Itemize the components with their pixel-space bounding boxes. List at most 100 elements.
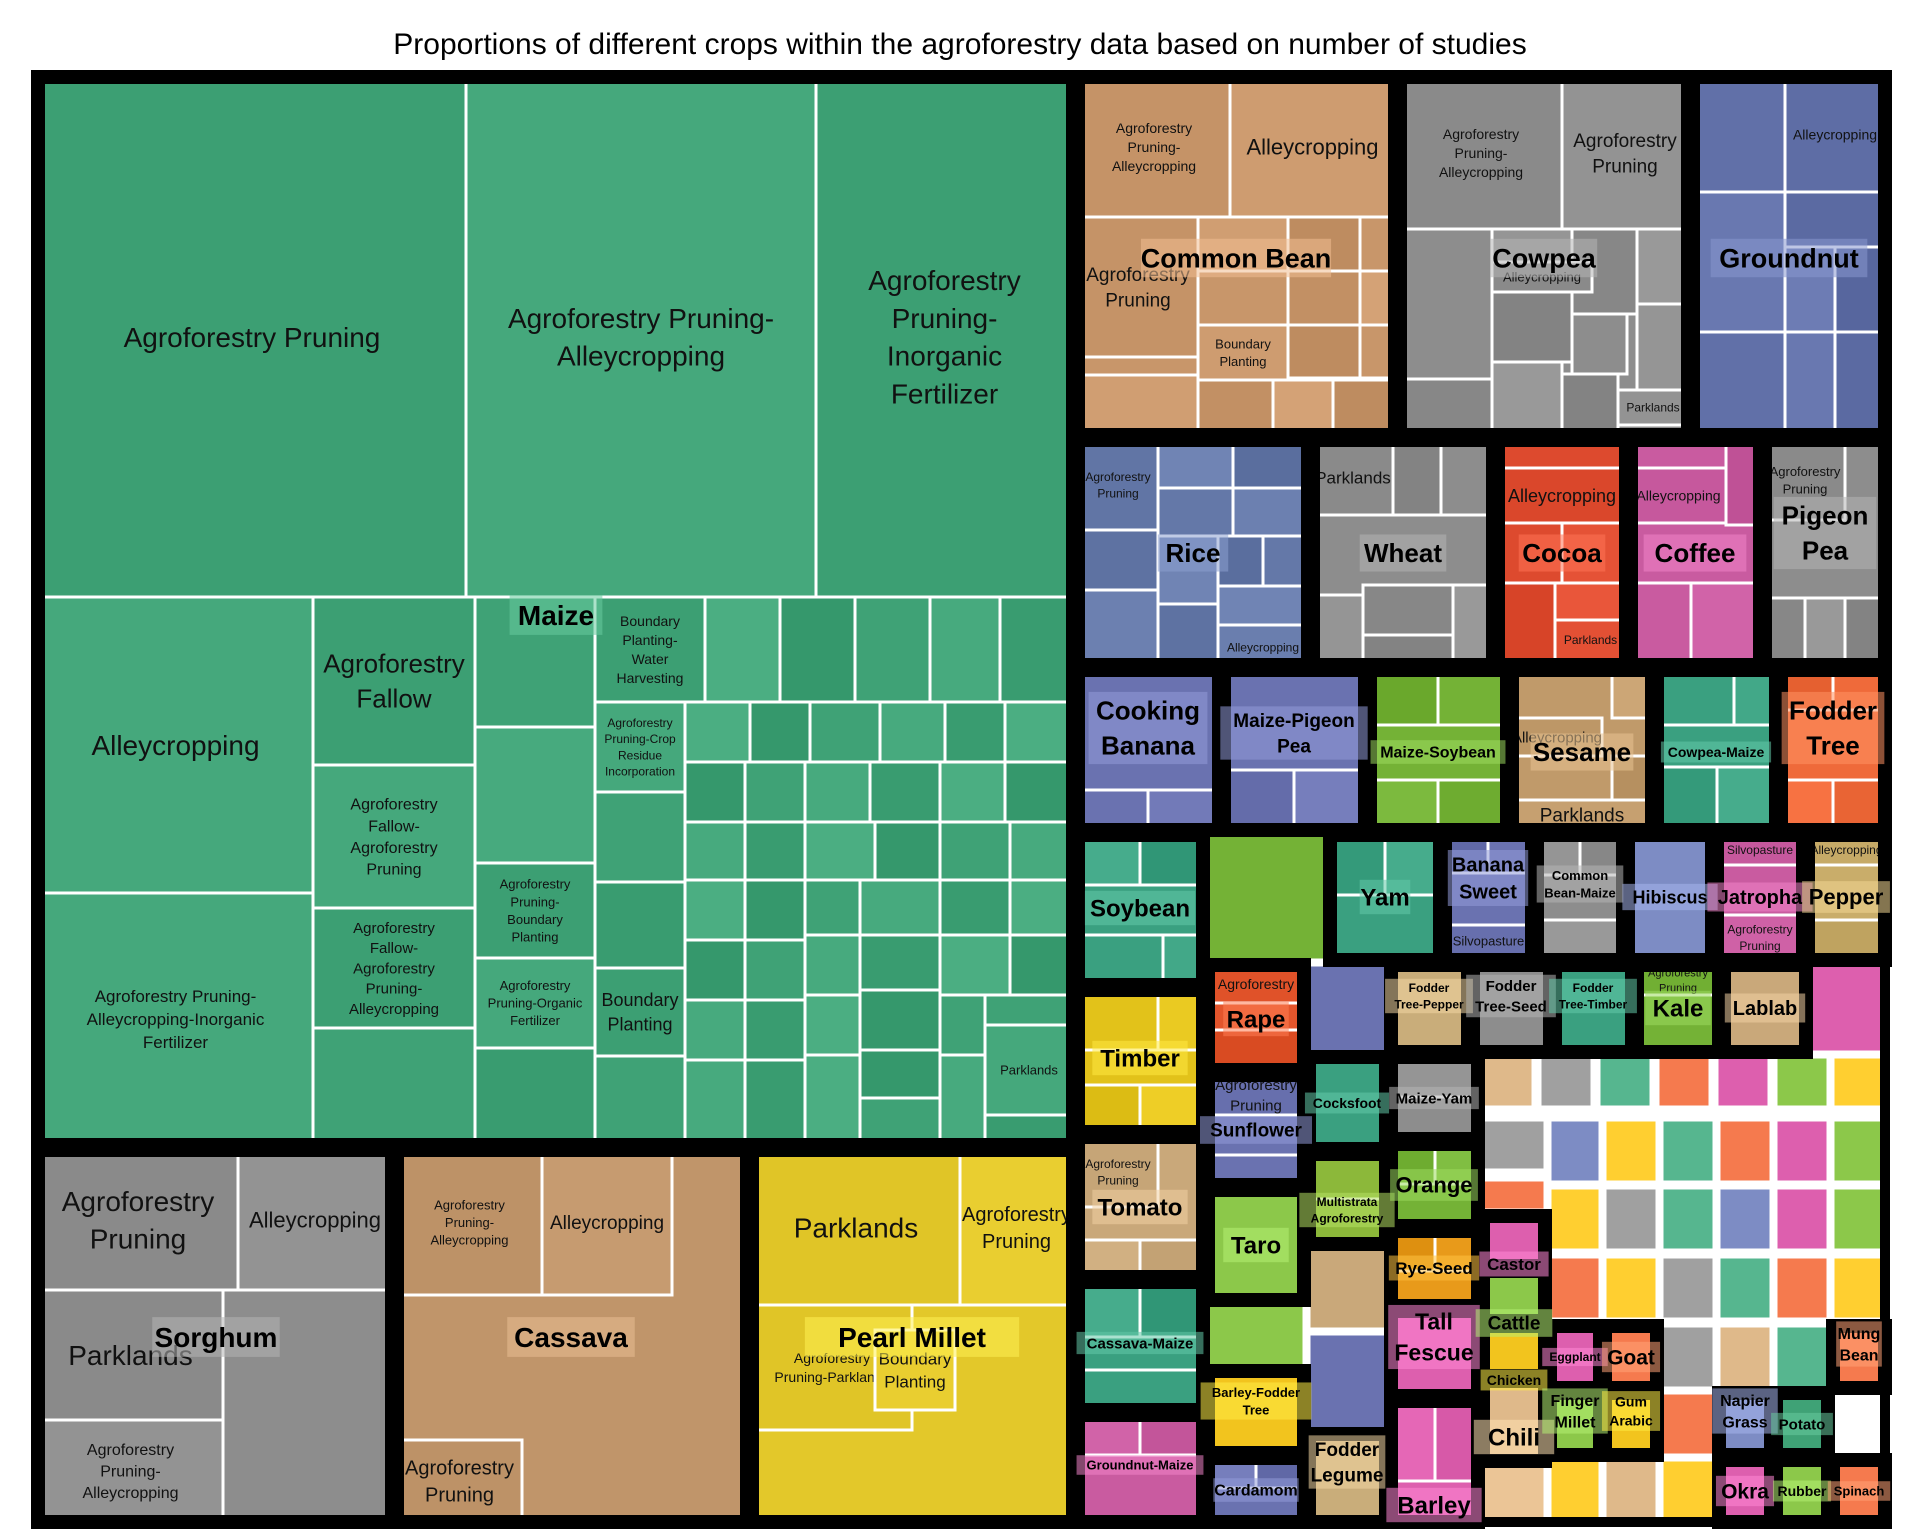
cell-maize-boundary-planting (593, 966, 687, 1058)
crop-label-castor: Castor (1487, 1255, 1541, 1274)
crop-tile (1715, 1055, 1771, 1109)
crop-label-bg (1389, 1086, 1479, 1110)
crop-tile (1603, 1186, 1659, 1252)
sub-label: Agroforestry Pruning-Crop Residue Incorpora… (604, 716, 676, 779)
crop-label-taro: Taro (1231, 1232, 1281, 1259)
cell-maize (873, 820, 942, 882)
cell-maize (938, 1053, 987, 1147)
crop-label-bg (1359, 534, 1447, 572)
crop-label-gum-arabic: Gum Arabic (1609, 1393, 1653, 1428)
crop-label-tall-fescue: Tall Fescue (1394, 1309, 1473, 1366)
crop-label-bg (1601, 1341, 1661, 1373)
crop-label-pearl-millet: Pearl Millet (838, 1322, 986, 1353)
cell-sorghum-agroforestry-pruning (36, 1148, 240, 1292)
crop-label-bg (1076, 1455, 1204, 1475)
crop-label-multistrata-agroforestry: Multistrata Agroforestry (1311, 1195, 1384, 1225)
cell-cowpea (1490, 290, 1574, 364)
crop-label-bg (1771, 1412, 1833, 1436)
crop-tile (1603, 1118, 1659, 1184)
crop-label-cardamom: Cardamom (1214, 1483, 1298, 1500)
crop-label-hibiscus: Hibiscus (1632, 887, 1707, 907)
crop-tile (1660, 1324, 1716, 1390)
cell-maize (858, 933, 942, 997)
sub-label: Parklands (1000, 1063, 1058, 1078)
crop-label-soybean: Soybean (1090, 895, 1190, 922)
cell-maize (858, 988, 942, 1052)
crop-label-bg (1092, 1189, 1188, 1225)
crop-label-bg (1388, 1304, 1480, 1370)
crop-tile (1831, 1118, 1887, 1184)
cell-maize-agroforestry-fallow (311, 595, 477, 767)
crop-label-bg (804, 1317, 1020, 1357)
crop-label-okra: Okra (1721, 1480, 1769, 1503)
cell-maize (743, 760, 807, 824)
cell-common-bean (1076, 373, 1200, 437)
sub-label: Parklands (1540, 806, 1625, 827)
cell-fodder-tree (1831, 778, 1887, 832)
crop-label-cassava: Cassava (514, 1322, 628, 1353)
cell-maize (938, 933, 1012, 997)
cell-common-bean (1331, 378, 1397, 437)
cell-coffee (1689, 581, 1762, 667)
cell-maize (808, 700, 882, 764)
crop-label-bg (1447, 850, 1529, 906)
cell-maize (473, 725, 597, 865)
sub-label: Agroforestry Pruning-Alleycropping-Inorg… (87, 987, 265, 1052)
sub-label: Alleycropping (249, 1208, 381, 1233)
crop-tile (1717, 1186, 1773, 1252)
cell-rice-agroforestry-pruning (1076, 438, 1160, 532)
cell-cowpea (1560, 372, 1620, 437)
cell-maize (853, 595, 932, 704)
crop-label-bg (1530, 733, 1634, 771)
crop-label-bg (1536, 865, 1624, 903)
crop-label-bg (1076, 1331, 1204, 1355)
cell-maize (938, 760, 1007, 824)
crop-label-bg (1304, 1092, 1390, 1114)
crop-label-rye-seed: Rye-Seed (1395, 1259, 1472, 1278)
cell-maize (593, 790, 687, 884)
crop-label-cowpea: Cowpea (1492, 243, 1597, 273)
crop-label-bg (1781, 691, 1885, 765)
crop-label-fodder-tree: Fodder Tree (1789, 696, 1877, 761)
cell-maize (593, 1054, 687, 1147)
crop-label-bg (1370, 740, 1506, 764)
cell-maize (593, 880, 687, 970)
cell-multistrata-agroforestry (1307, 1152, 1388, 1201)
cell-maize (878, 700, 947, 764)
crop-label-pigeon-pea: Pigeon Pea (1782, 501, 1869, 566)
sub-label: Parklands (1626, 401, 1679, 415)
cell-maize (473, 1046, 597, 1147)
sub-label: Parklands (1564, 633, 1617, 647)
sub-label: Agroforestry Fallow (323, 649, 465, 714)
cell-rice (1156, 602, 1220, 667)
crop-label-bg (1712, 1388, 1778, 1434)
crop-tile (1481, 1178, 1547, 1212)
crop-label-rice: Rice (1166, 538, 1221, 568)
crop-tile (1597, 1055, 1653, 1109)
crop-label-bg (1643, 534, 1747, 572)
crop-label-bg (1622, 883, 1718, 911)
cell-common-bean (1196, 378, 1275, 437)
cell-rice (1231, 486, 1310, 538)
crop-tile (1717, 1324, 1773, 1390)
cell-maize (803, 933, 862, 997)
cell-cassava-maize (1076, 1280, 1142, 1339)
sub-label: Agroforestry Fallow-Agroforestry Pruning-A… (349, 920, 439, 1018)
sub-label: Alleycropping (1793, 126, 1877, 142)
sub-label: Agroforestry Pruning-Alleycropping (1112, 120, 1196, 174)
crop-label-spinach: Spinach (1834, 1484, 1885, 1499)
sub-label: Agroforestry Pruning (1770, 464, 1841, 497)
cell-maize-agroforestry-pruning-inorganic-fertilizer (814, 75, 1075, 599)
crop-label-fodder-tree-pepper: Fodder Tree-Pepper (1394, 981, 1464, 1011)
cell-maize (683, 1058, 747, 1147)
cell-maize (938, 878, 1012, 937)
crop-label-bg (1220, 706, 1368, 760)
cell-pearl-millet-parklands (750, 1148, 962, 1307)
cell-cowpea (1635, 227, 1690, 306)
cell-maize-agroforestry-fallow-agroforestry-pruning-alleycropping (311, 906, 477, 1030)
cell-pigeon-pea (1803, 596, 1847, 667)
cell-soybean (1076, 933, 1165, 987)
cell-rice (1261, 534, 1310, 588)
crop-label-bg (1707, 882, 1813, 912)
cell-cassava-alleycropping (540, 1148, 674, 1297)
